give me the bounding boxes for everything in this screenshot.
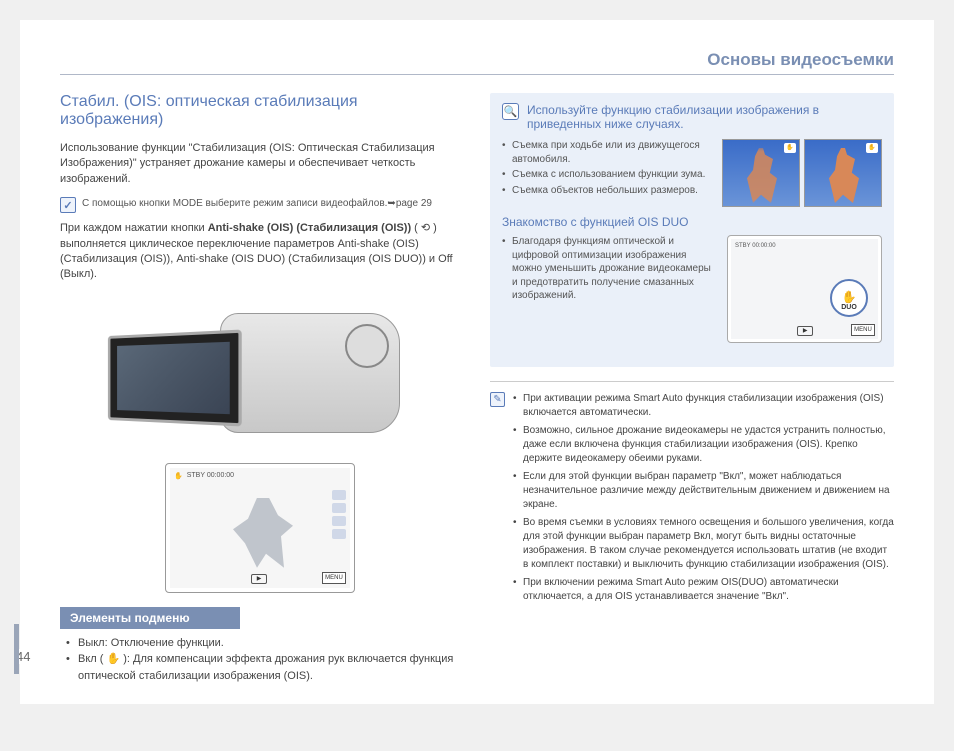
tip-title: Используйте функцию стабилизации изображ… [527,103,882,131]
duo-hand-icon: ✋ [832,290,866,304]
mode-note: ✓ С помощью кнопки MODE выберите режим з… [60,197,460,213]
lcd-preview: ✋ STBY 00:00:00 ▶ MENU [165,463,355,593]
lcd-inner: ✋ STBY 00:00:00 ▶ MENU [170,468,350,588]
duo-label: DUO [832,304,866,311]
sample-figure [823,148,863,203]
lcd-side-icons [332,490,346,539]
detail-item: При активации режима Smart Auto функция … [513,392,894,420]
tip-box: 🔍 Используйте функцию стабилизации изобр… [490,93,894,367]
ois-duo-badge: ✋ DUO [830,279,868,317]
submenu-item: Выкл: Отключение функции. [66,635,460,652]
detail-item: Если для этой функции выбран параметр "В… [513,470,894,512]
check-icon: ✓ [60,197,76,213]
magnifier-icon: 🔍 [502,103,519,120]
sample-blurry: ✋ [722,139,800,207]
antishake-pre: При каждом нажатии кнопки [60,222,208,234]
duo-lcd-menu: MENU [851,324,875,336]
submenu-item: Вкл ( ✋ ): Для компенсации эффекта дрожа… [66,651,460,684]
camcorder-body [220,313,400,433]
tip-list: Съемка при ходьбе или из движущегося авт… [502,139,712,207]
duo-text-list: Благодаря функциям оптической и цифровой… [502,235,715,303]
right-column: 🔍 Используйте функцию стабилизации изобр… [490,93,894,684]
detail-item: Во время съемки в условиях темного освещ… [513,516,894,572]
duo-lcd-topbar: STBY 00:00:00 [735,243,874,249]
duo-subheading: Знакомство с функцией OIS DUO [502,215,882,229]
lcd-stby: STBY 00:00:00 [187,472,234,480]
ois-duo-row: Благодаря функциям оптической и цифровой… [502,235,882,343]
detail-item: При включении режима Smart Auto режим OI… [513,576,894,604]
lcd-play-icon: ▶ [251,574,267,584]
detail-item: Возможно, сильное дрожание видеокамеры н… [513,424,894,466]
tip-item: Съемка объектов небольших размеров. [502,184,712,198]
tip-item: Съемка с использованием функции зума. [502,168,712,182]
ois-lcd-inner: STBY 00:00:00 MENU ▶ ✋ DUO [731,239,878,339]
info-row: ✎ При активации режима Smart Auto функци… [490,392,894,608]
camcorder-lens [345,324,389,368]
camcorder-illustration [100,293,420,453]
lcd-silhouette [233,498,293,568]
sample-sharp: ✋ [804,139,882,207]
ois-off-icon: ✋ [784,143,796,153]
tip-content-row: Съемка при ходьбе или из движущегося авт… [502,139,882,207]
lcd-topbar: ✋ STBY 00:00:00 [174,472,346,480]
info-icon: ✎ [490,392,505,407]
mode-note-text: С помощью кнопки MODE выберите режим зап… [82,197,432,210]
section-title: Стабил. (OIS: оптическая стабилизация из… [60,93,460,129]
left-column: Стабил. (OIS: оптическая стабилизация из… [60,93,460,684]
ois-duo-lcd: STBY 00:00:00 MENU ▶ ✋ DUO [727,235,882,343]
camcorder-flip-screen [108,329,242,426]
two-column-layout: Стабил. (OIS: оптическая стабилизация из… [60,93,894,684]
antishake-paragraph: При каждом нажатии кнопки Anti-shake (OI… [60,221,460,283]
ois-hand-icon: ✋ [174,472,183,480]
detail-list: При активации режима Smart Auto функция … [513,392,894,608]
antishake-bold: Anti-shake (OIS) (Стабилизация (OIS)) [208,222,411,234]
duo-lcd-play: ▶ [797,326,813,336]
tip-item: Съемка при ходьбе или из движущегося авт… [502,139,712,166]
tip-heading: 🔍 Используйте функцию стабилизации изобр… [502,103,882,131]
sample-figure [741,148,781,203]
ois-on-icon: ✋ [866,143,878,153]
divider [490,381,894,382]
duo-text-item: Благодаря функциям оптической и цифровой… [502,235,715,303]
lcd-menu-button: MENU [322,572,346,584]
page-number: 44 [16,649,34,664]
ois-duo-text: Благодаря функциям оптической и цифровой… [502,235,715,305]
submenu-heading: Элементы подменю [60,607,240,629]
page-header: Основы видеосъемки [60,50,894,70]
intro-paragraph: Использование функции "Стабилизация (OIS… [60,141,460,187]
submenu-list: Выкл: Отключение функции. Вкл ( ✋ ): Для… [60,635,460,685]
sample-images: ✋ ✋ [722,139,882,207]
manual-page: Основы видеосъемки Стабил. (OIS: оптичес… [20,20,934,704]
header-rule [60,74,894,75]
